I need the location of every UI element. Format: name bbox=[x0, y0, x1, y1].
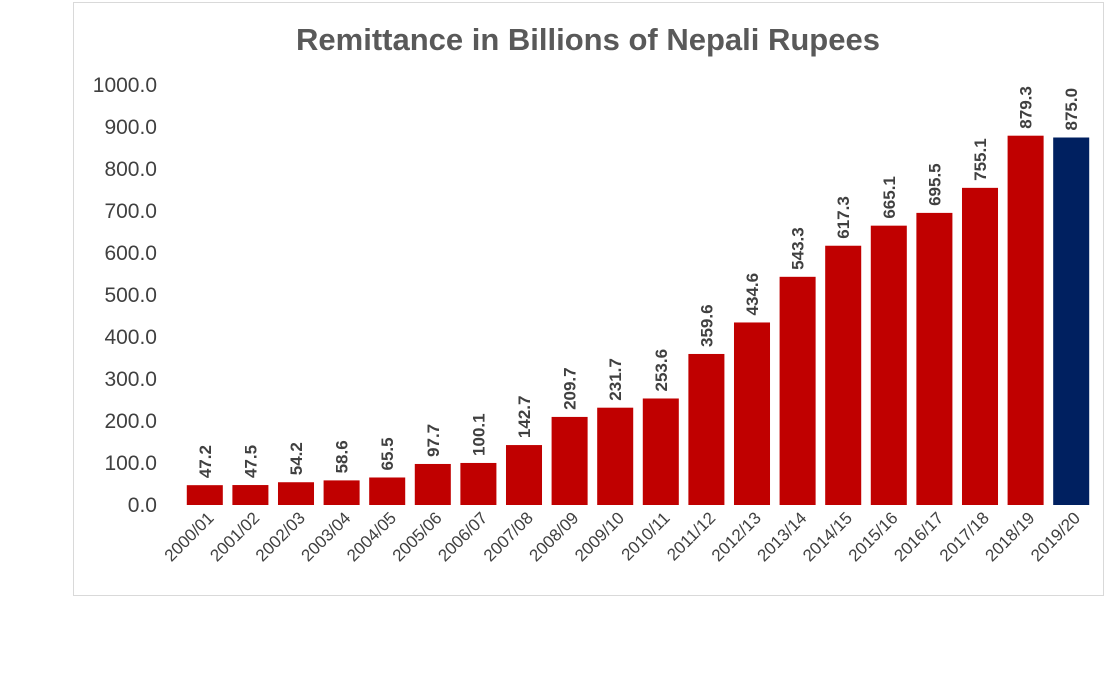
data-labels: 47.2 47.5 54.2 58.6 65.5 97.7 100.1 142.7 209.7 2… bbox=[196, 86, 1081, 478]
bar bbox=[733, 322, 771, 505]
bar bbox=[323, 480, 360, 505]
x-tick-label: 2007/08 bbox=[480, 508, 537, 565]
y-tick-label: 500.0 bbox=[104, 284, 157, 307]
data-label: 879.3 bbox=[1017, 86, 1036, 129]
data-label: 665.1 bbox=[880, 176, 899, 219]
bar bbox=[460, 462, 497, 505]
y-tick-label: 1000.0 bbox=[93, 74, 157, 97]
data-label: 47.2 bbox=[196, 445, 215, 478]
data-label: 100.1 bbox=[469, 413, 488, 456]
y-tick-label: 400.0 bbox=[104, 326, 157, 349]
data-label: 543.3 bbox=[789, 227, 808, 270]
y-tick-label: 0.0 bbox=[128, 494, 157, 517]
x-tick-label: 2001/02 bbox=[206, 508, 263, 565]
y-tick-label: 100.0 bbox=[104, 452, 157, 475]
data-label: 875.0 bbox=[1062, 88, 1081, 131]
x-tick-label: 2014/15 bbox=[799, 508, 856, 565]
bar bbox=[369, 477, 406, 505]
data-label: 359.6 bbox=[697, 304, 716, 347]
data-label: 231.7 bbox=[606, 358, 625, 401]
x-tick-label: 2004/05 bbox=[343, 508, 400, 565]
bar bbox=[1053, 137, 1090, 505]
bar bbox=[232, 485, 269, 505]
x-tick-label: 2018/19 bbox=[982, 508, 1039, 565]
x-tick-label: 2017/18 bbox=[936, 508, 993, 565]
bar bbox=[551, 416, 588, 505]
y-tick-label: 900.0 bbox=[104, 116, 157, 139]
y-axis: 0.0 100.0 200.0 300.0 400.0 500.0 600.0 700.0 80… bbox=[93, 74, 157, 517]
bar bbox=[642, 398, 679, 505]
x-tick-label: 2013/14 bbox=[754, 508, 811, 565]
data-label: 617.3 bbox=[834, 196, 853, 239]
x-tick-label: 2019/20 bbox=[1027, 508, 1084, 565]
x-tick-label: 2008/09 bbox=[526, 508, 583, 565]
chart-title: Remittance in Billions of Nepali Rupees bbox=[296, 22, 880, 57]
bars bbox=[186, 135, 1090, 505]
y-tick-label: 200.0 bbox=[104, 410, 157, 433]
x-axis: 2000/012001/022002/032003/042004/052005/… bbox=[161, 508, 1084, 565]
data-label: 755.1 bbox=[971, 138, 990, 181]
bar bbox=[870, 225, 907, 505]
x-tick-label: 2009/10 bbox=[571, 508, 628, 565]
x-tick-label: 2000/01 bbox=[161, 508, 218, 565]
y-tick-label: 800.0 bbox=[104, 158, 157, 181]
data-label: 695.5 bbox=[925, 163, 944, 206]
x-tick-label: 2012/13 bbox=[708, 508, 765, 565]
data-label: 434.6 bbox=[743, 273, 762, 316]
bar bbox=[825, 245, 862, 505]
data-label: 209.7 bbox=[561, 367, 580, 410]
bar bbox=[277, 482, 315, 505]
data-label: 58.6 bbox=[333, 440, 352, 473]
x-tick-label: 2006/07 bbox=[434, 508, 491, 565]
bar bbox=[186, 485, 223, 505]
data-label: 253.6 bbox=[652, 349, 671, 392]
x-tick-label: 2005/06 bbox=[389, 508, 446, 565]
x-tick-label: 2010/11 bbox=[618, 508, 674, 564]
data-label: 97.7 bbox=[424, 424, 443, 457]
bar bbox=[916, 212, 953, 505]
bar bbox=[779, 276, 816, 505]
bar bbox=[1007, 135, 1044, 505]
y-tick-label: 700.0 bbox=[104, 200, 157, 223]
data-label: 47.5 bbox=[241, 445, 260, 478]
y-tick-label: 600.0 bbox=[104, 242, 157, 265]
data-label: 142.7 bbox=[515, 396, 534, 439]
x-tick-label: 2015/16 bbox=[845, 508, 902, 565]
bar bbox=[961, 187, 999, 505]
x-tick-label: 2002/03 bbox=[252, 508, 309, 565]
bar bbox=[414, 463, 451, 505]
x-tick-label: 2016/17 bbox=[890, 508, 947, 565]
y-tick-label: 300.0 bbox=[104, 368, 157, 391]
bar bbox=[688, 353, 725, 505]
x-tick-label: 2003/04 bbox=[298, 508, 355, 565]
bar bbox=[597, 407, 634, 505]
data-label: 65.5 bbox=[378, 437, 397, 470]
bar bbox=[505, 445, 543, 505]
data-label: 54.2 bbox=[287, 442, 306, 475]
